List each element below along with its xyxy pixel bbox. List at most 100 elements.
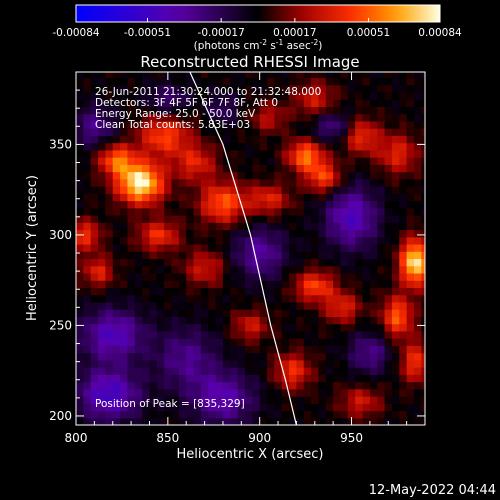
heatmap-cell (178, 120, 187, 129)
heatmap-cell (178, 403, 187, 412)
heatmap-cell (200, 287, 209, 296)
heatmap-cell (377, 135, 386, 144)
heatmap-cell (399, 178, 408, 187)
heatmap-cell (90, 113, 99, 122)
heatmap-cell (178, 193, 187, 202)
heatmap-cell (296, 294, 305, 303)
heatmap-cell (171, 200, 180, 209)
heatmap-cell (178, 374, 187, 383)
peak-position-label: Position of Peak = [835,329] (95, 398, 245, 410)
heatmap-cell (156, 157, 165, 165)
heatmap-cell (237, 72, 246, 79)
heatmap-cell (355, 178, 364, 187)
heatmap-cell (171, 388, 180, 397)
heatmap-cell (391, 91, 400, 100)
heatmap-cell (296, 396, 305, 404)
heatmap-cell (171, 135, 180, 144)
heatmap-cell (274, 222, 283, 231)
heatmap-cell (237, 142, 246, 151)
heatmap-cell (303, 374, 312, 383)
heatmap-cell (311, 178, 320, 187)
heatmap-cell (259, 207, 268, 216)
heatmap-cell (186, 84, 195, 93)
heatmap-cell (230, 251, 239, 260)
heatmap-cell (112, 367, 121, 375)
heatmap-cell (413, 222, 422, 231)
heatmap-cell (215, 171, 224, 180)
heatmap-cell (391, 359, 400, 368)
heatmap-cell (215, 309, 224, 317)
heatmap-cell (149, 396, 158, 404)
heatmap-cell (281, 157, 290, 165)
heatmap-cell (347, 149, 356, 158)
heatmap-cell (421, 258, 425, 267)
heatmap-cell (259, 330, 268, 339)
heatmap-cell (186, 323, 195, 332)
heatmap-cell (311, 367, 320, 375)
heatmap-cell (83, 316, 92, 325)
heatmap-cell (355, 200, 364, 209)
heatmap-cell (120, 142, 129, 151)
heatmap-cell (362, 388, 371, 397)
heatmap-cell (325, 222, 334, 231)
heatmap-cell (149, 294, 158, 303)
heatmap-cell (142, 120, 151, 129)
heatmap-cell (134, 338, 143, 346)
heatmap-cell (406, 280, 415, 289)
heatmap-cell (112, 388, 121, 397)
heatmap-cell (222, 374, 231, 383)
heatmap-cell (149, 200, 158, 209)
heatmap-cell (222, 287, 231, 296)
heatmap-cell (112, 99, 121, 107)
heatmap-cell (369, 272, 378, 281)
heatmap-cell (406, 157, 415, 165)
heatmap-cell (340, 345, 349, 354)
heatmap-cell (355, 258, 364, 267)
heatmap-cell (171, 309, 180, 317)
heatmap-cell (281, 178, 290, 187)
heatmap-cell (347, 410, 356, 419)
heatmap-cell (399, 91, 408, 100)
heatmap-cell (230, 316, 239, 325)
heatmap-cell (244, 91, 253, 100)
heatmap-cell (171, 77, 180, 86)
heatmap-cell (134, 287, 143, 296)
heatmap-cell (142, 84, 151, 93)
heatmap-cell (208, 84, 217, 93)
heatmap-cell (281, 243, 290, 252)
heatmap-cell (325, 106, 334, 115)
heatmap-cell (369, 352, 378, 361)
heatmap-cell (303, 222, 312, 231)
heatmap-cell (369, 280, 378, 289)
heatmap-cell (156, 164, 165, 173)
heatmap-cell (347, 229, 356, 238)
heatmap-cell (259, 157, 268, 165)
heatmap-cell (289, 410, 298, 419)
heatmap-cell (391, 135, 400, 144)
heatmap-cell (362, 294, 371, 303)
heatmap-cell (281, 99, 290, 107)
heatmap-cell (200, 345, 209, 354)
heatmap-cell (98, 99, 106, 107)
heatmap-cell (127, 410, 136, 419)
heatmap-cell (200, 330, 209, 339)
heatmap-cell (98, 338, 106, 346)
heatmap-cell (171, 316, 180, 325)
heatmap-cell (105, 388, 114, 397)
heatmap-cell (178, 164, 187, 173)
heatmap-cell (421, 243, 425, 252)
heatmap-cell (134, 280, 143, 289)
heatmap-cell (259, 374, 268, 383)
heatmap-cell (156, 294, 165, 303)
heatmap-cell (289, 330, 298, 339)
heatmap-cell (274, 287, 283, 296)
heatmap-cell (311, 215, 320, 223)
heatmap-cell (215, 72, 224, 79)
heatmap-cell (391, 367, 400, 375)
heatmap-cell (333, 381, 342, 390)
heatmap-cell (259, 280, 268, 289)
heatmap-cell (252, 323, 261, 332)
heatmap-cell (303, 309, 312, 317)
heatmap-cell (237, 374, 246, 383)
heatmap-cell (413, 128, 422, 136)
